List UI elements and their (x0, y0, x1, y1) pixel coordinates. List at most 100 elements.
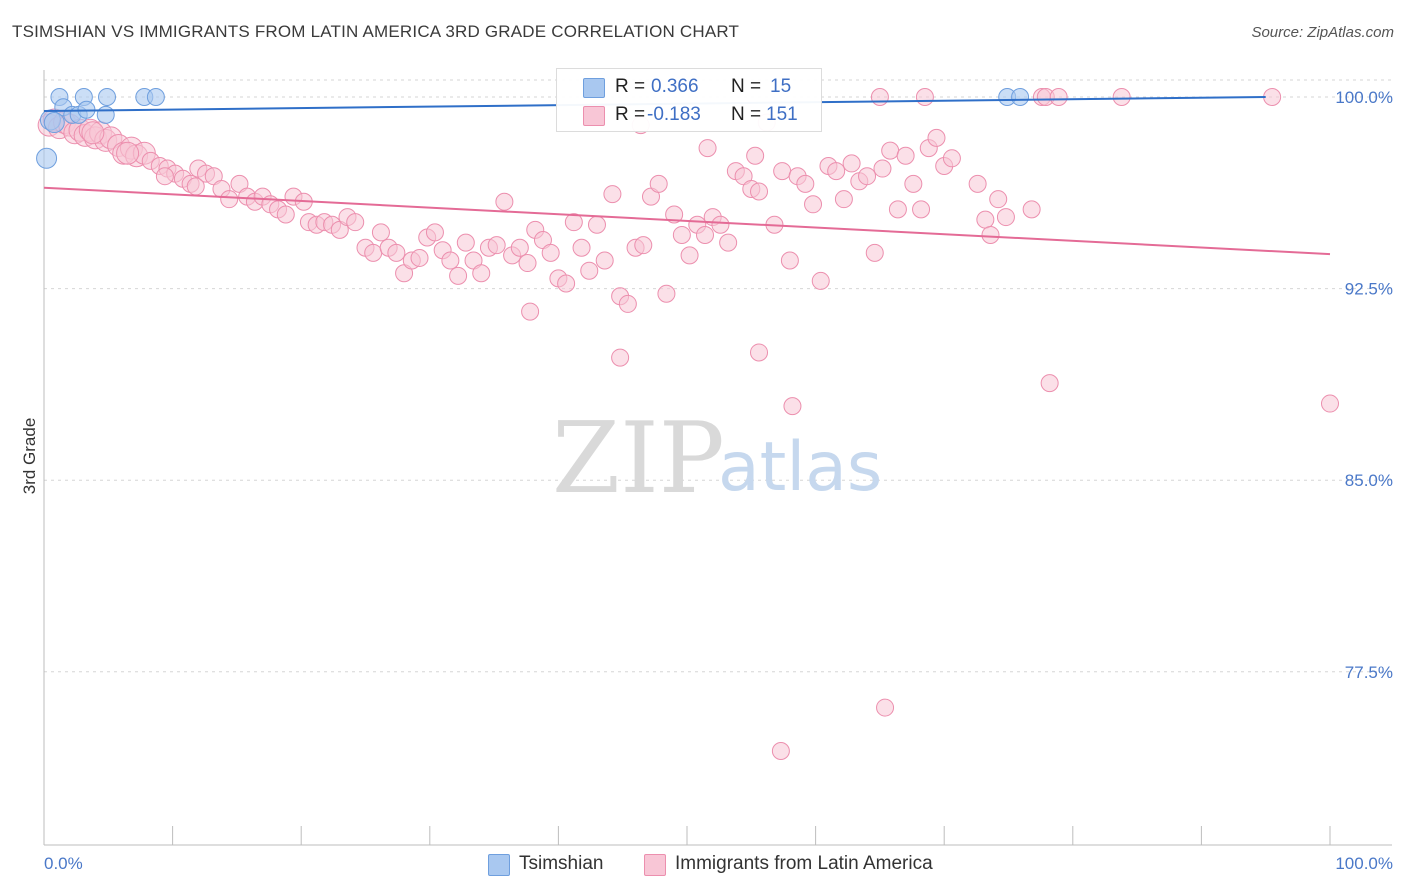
n-label: N = (731, 104, 762, 125)
latin-point (116, 141, 140, 165)
latin-point (981, 225, 1000, 244)
watermark-atlas: atlas (718, 428, 882, 507)
latin-point (155, 167, 174, 186)
chart-title: TSIMSHIAN VS IMMIGRANTS FROM LATIN AMERI… (12, 22, 740, 41)
latin-point (649, 174, 668, 193)
latin-point (680, 246, 699, 265)
latin-point (827, 162, 846, 181)
grid-lines (44, 79, 1392, 673)
r-value: -0.183 (647, 104, 701, 125)
latin-point (780, 251, 799, 270)
latin-point (811, 271, 830, 290)
latin-point (927, 128, 946, 147)
latin-point (364, 243, 383, 262)
y-tick-label: 85.0% (1345, 471, 1393, 490)
latin-point (81, 121, 105, 145)
latin-point (1022, 200, 1041, 219)
tsimshian-swatch (583, 78, 605, 98)
latin-point (912, 200, 931, 219)
latin-legend-swatch (644, 854, 666, 876)
latin-point (618, 294, 637, 313)
latin-point (750, 182, 769, 201)
r-value: 0.366 (651, 76, 699, 97)
latin-point (521, 302, 540, 321)
latin-point (968, 174, 987, 193)
latin-point (611, 348, 630, 367)
latin-point (773, 162, 792, 181)
x-tick-label: 100.0% (1335, 854, 1393, 873)
latin-point (387, 243, 406, 262)
latin-point (276, 205, 295, 224)
x-tick-label: 0.0% (44, 854, 83, 873)
tsimshian-legend-swatch (488, 854, 510, 876)
latin-point (942, 149, 961, 168)
latin-point (595, 251, 614, 270)
latin-point (657, 284, 676, 303)
latin-point (186, 177, 205, 196)
y-axis-label: 3rd Grade (20, 418, 39, 495)
n-value: 15 (770, 76, 792, 97)
latin-point (587, 215, 606, 234)
latin-point (456, 233, 475, 252)
latin-point (783, 397, 802, 416)
latin-point (771, 741, 790, 760)
latin-point (842, 154, 861, 173)
latin-point (541, 243, 560, 262)
tsimshian-point (1011, 88, 1030, 106)
latin-point (865, 243, 884, 262)
latin-point (472, 264, 491, 283)
axes (43, 70, 1392, 846)
legend-stats: R = 0.366 N = 15 R = -0.183 N = 151 (556, 68, 822, 132)
r-label: R = (615, 76, 646, 97)
legend-row-latin: R = -0.183 N = 151 (557, 101, 821, 129)
latin-point (996, 208, 1015, 227)
latin-point (580, 261, 599, 280)
tick-labels: 100.0% 92.5% 85.0% 77.5% 0.0% 100.0% (44, 88, 1393, 873)
latin-point (858, 167, 877, 186)
y-tick-label: 77.5% (1345, 663, 1393, 682)
latin-point (873, 159, 892, 178)
latin-point (834, 190, 853, 209)
latin-point (1049, 88, 1068, 106)
tsimshian-point (98, 88, 117, 106)
latin-point (804, 195, 823, 214)
tsimshian-point (96, 105, 115, 124)
latin-point (750, 343, 769, 362)
latin-point (603, 185, 622, 204)
latin-point (719, 233, 738, 252)
latin-point (425, 223, 444, 242)
latin-point (989, 190, 1008, 209)
legend-row-tsimshian: R = 0.366 N = 15 (557, 73, 821, 101)
latin-point (220, 190, 239, 209)
latin-point (1040, 374, 1059, 393)
latin-point (564, 213, 583, 232)
latin-point (796, 174, 815, 193)
latin-point (371, 223, 390, 242)
latin-swatch (583, 106, 605, 126)
tsimshian-point (36, 147, 58, 169)
latin-point (904, 174, 923, 193)
latin-point (896, 146, 915, 165)
latin-point (557, 274, 576, 293)
source-label: Source: ZipAtlas.com (1251, 24, 1394, 41)
r-label: R = (615, 104, 646, 125)
legend-label-tsimshian: Tsimshian (519, 853, 604, 874)
latin-point (888, 200, 907, 219)
latin-point (410, 248, 429, 267)
latin-point (1321, 394, 1339, 413)
latin-point (518, 254, 537, 273)
watermark-zip: ZIP (552, 402, 725, 516)
n-value: 151 (766, 104, 798, 125)
latin-point (711, 215, 730, 234)
latin-point (1112, 88, 1131, 106)
latin-point (696, 225, 715, 244)
latin-point (746, 146, 765, 165)
latin-point (672, 225, 691, 244)
latin-point (634, 236, 653, 255)
y-tick-label: 100.0% (1335, 88, 1393, 107)
latin-point (449, 266, 468, 285)
legend-series: Tsimshian Immigrants from Latin America (0, 852, 1406, 878)
latin-point (881, 141, 900, 160)
latin-point (487, 236, 506, 255)
